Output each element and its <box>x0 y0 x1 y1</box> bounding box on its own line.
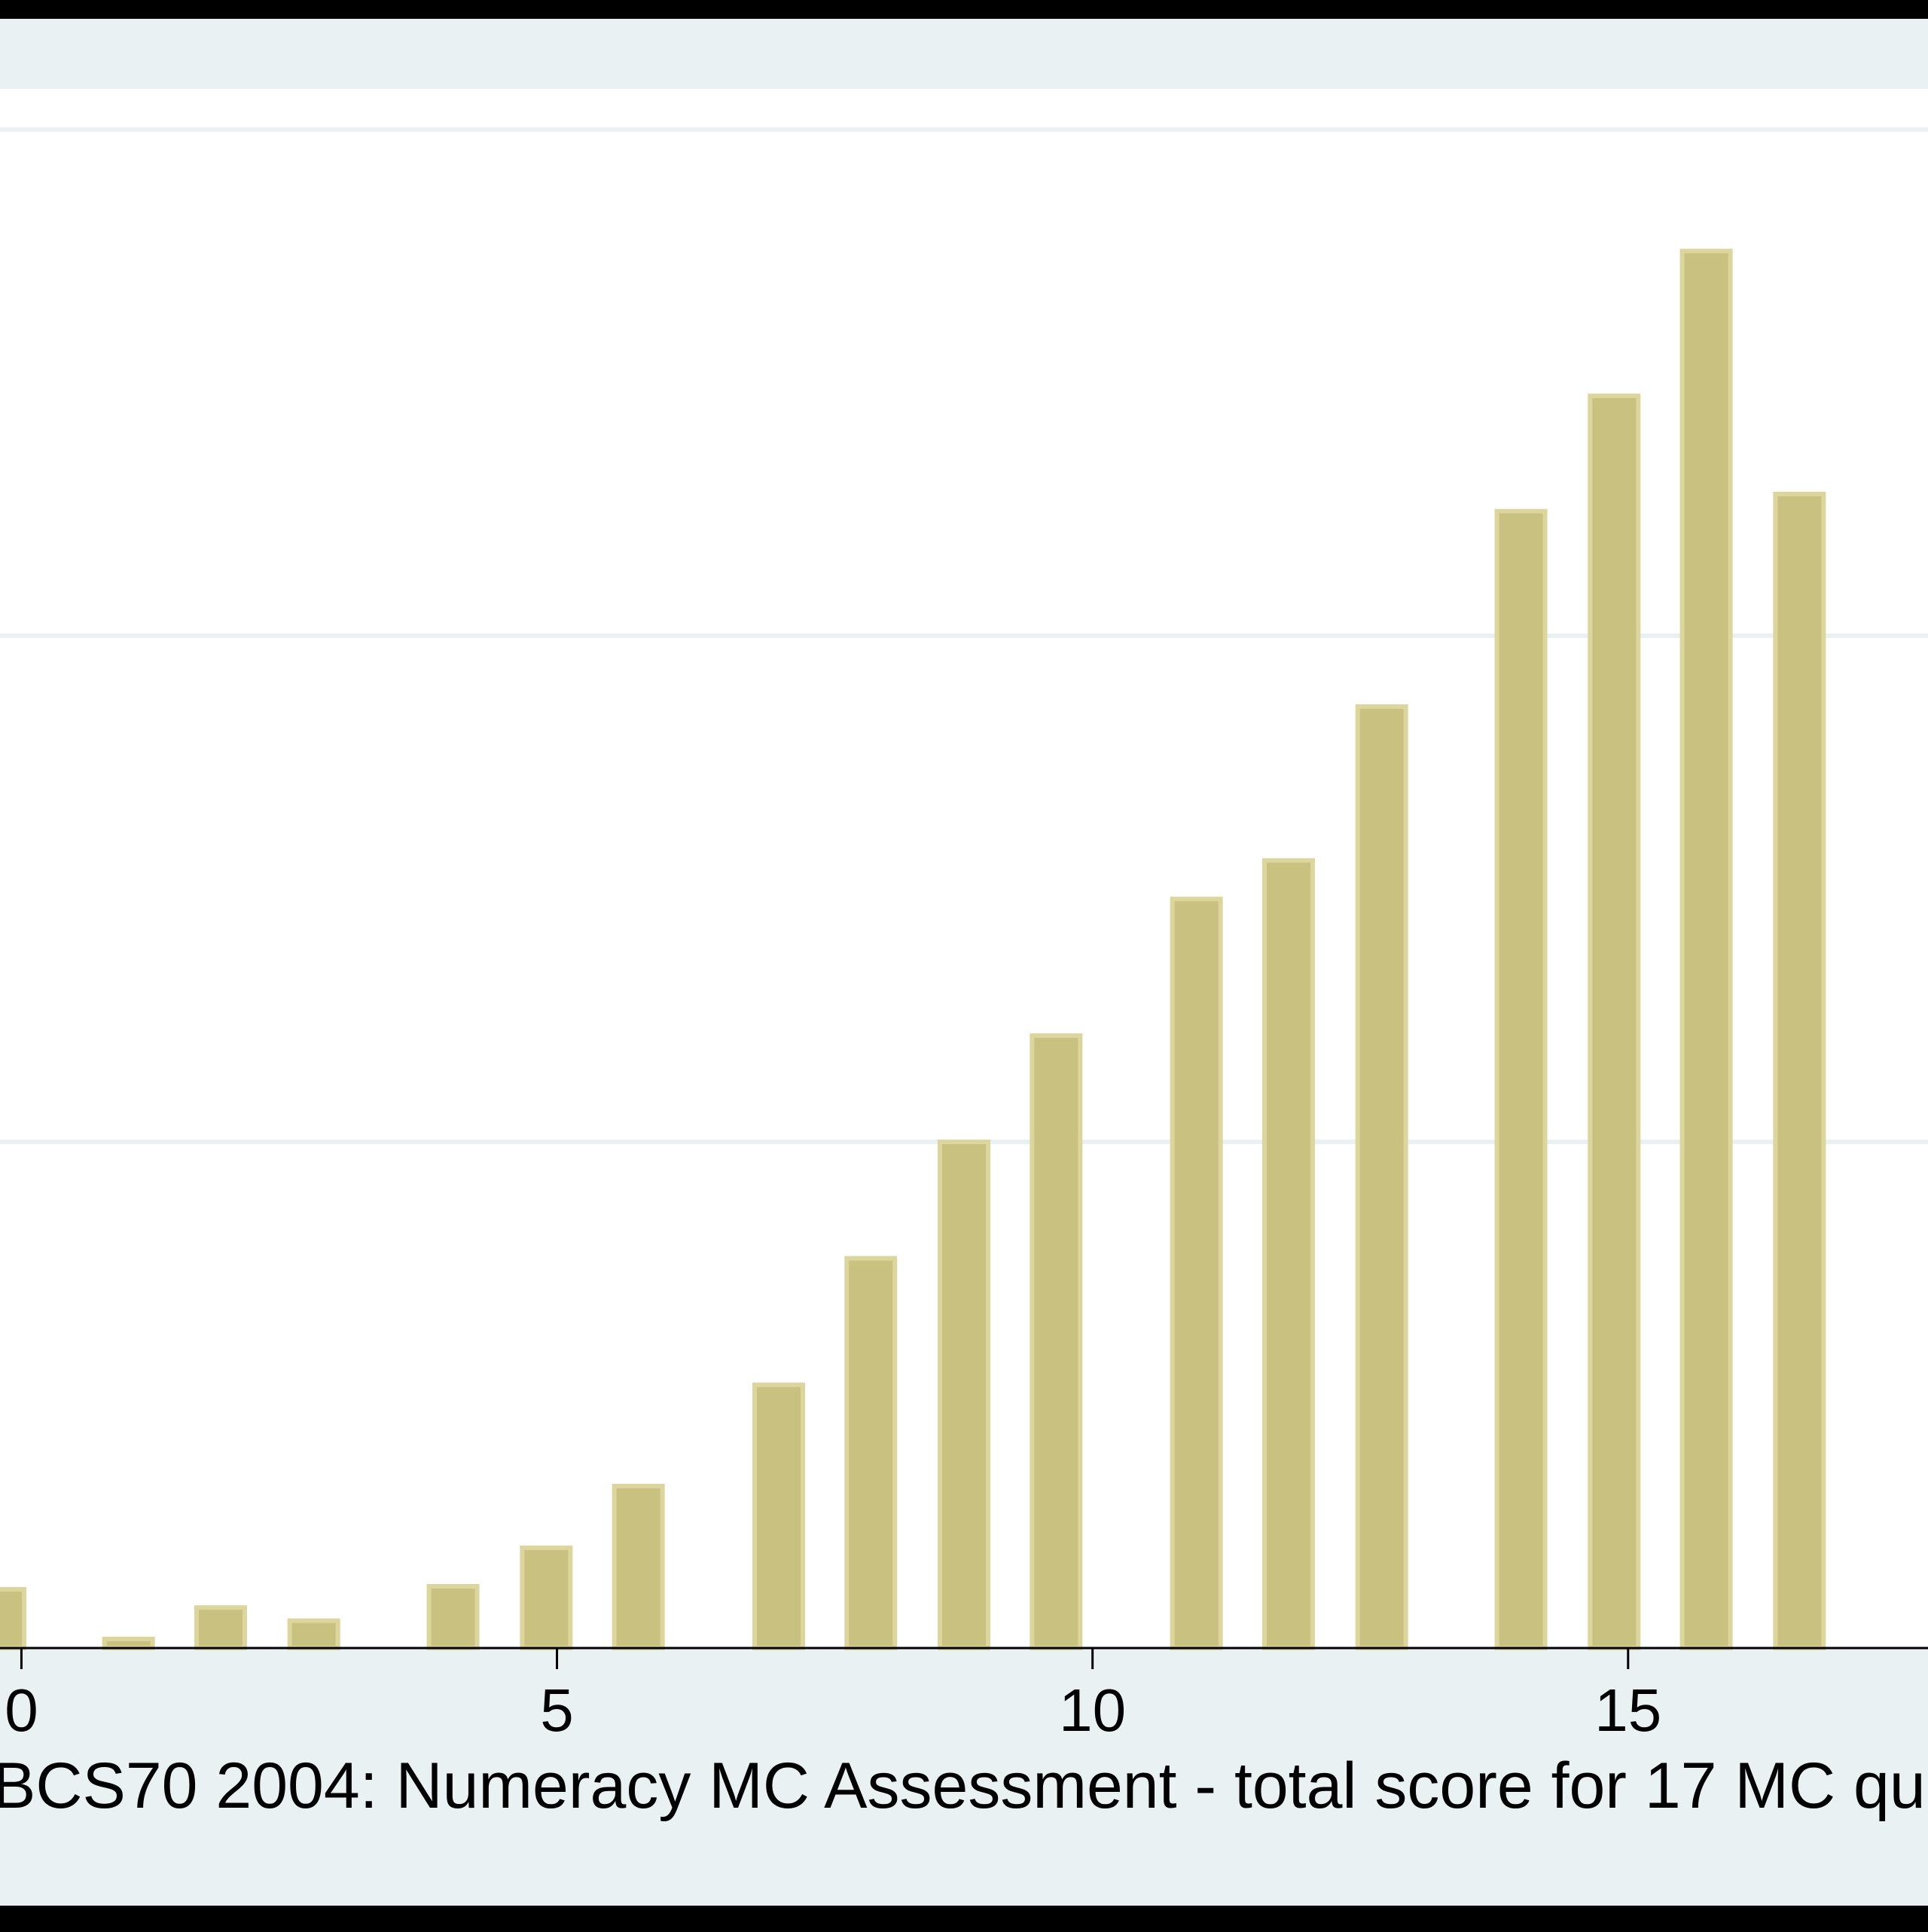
bar-7 <box>752 1382 805 1651</box>
bar-16 <box>1679 249 1733 1650</box>
bar-6 <box>612 1483 665 1650</box>
bar-10 <box>1030 1033 1083 1650</box>
bar-14 <box>1494 508 1548 1650</box>
x-axis-ticks: 0 5 10 15 <box>5 1648 1661 1744</box>
bar-0 <box>0 1587 26 1651</box>
x-axis-label: BCS70 2004: Numeracy MC Assessment - tot… <box>0 1750 1926 1822</box>
bar-17 <box>1773 491 1826 1651</box>
bar-9 <box>938 1140 990 1650</box>
bar-5 <box>520 1545 573 1651</box>
bar-1 <box>102 1636 155 1651</box>
bar-13 <box>1355 704 1408 1651</box>
x-tick-label-10: 10 <box>1059 1677 1126 1744</box>
bar-12 <box>1261 858 1315 1650</box>
bar-3 <box>287 1618 340 1650</box>
bar-4 <box>426 1584 480 1651</box>
x-tick-label-15: 15 <box>1594 1677 1661 1744</box>
bar-11 <box>1170 896 1223 1650</box>
x-tick-label-5: 5 <box>540 1677 574 1744</box>
bar-2 <box>194 1605 247 1650</box>
x-tick-label-0: 0 <box>5 1677 38 1744</box>
bar-15 <box>1588 393 1641 1650</box>
bar-8 <box>844 1256 898 1651</box>
